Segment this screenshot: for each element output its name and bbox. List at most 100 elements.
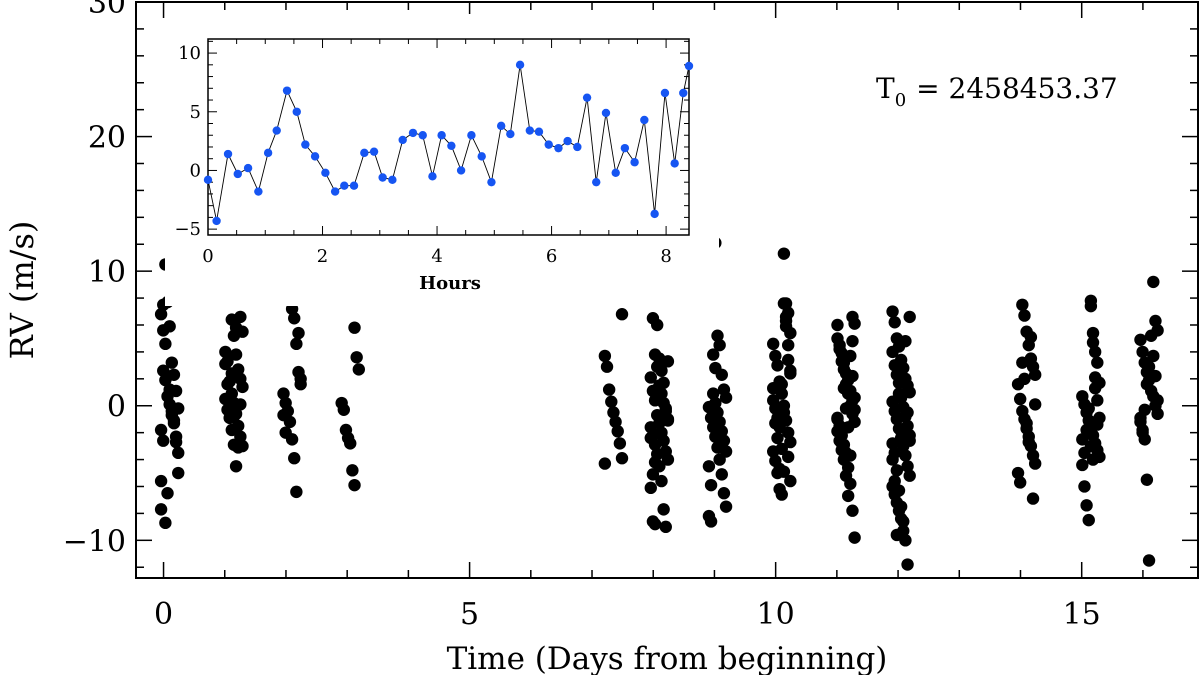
rv-point: [657, 434, 670, 447]
rv-point: [615, 452, 629, 465]
inset-rv-point: [467, 131, 476, 140]
inset-rv-point: [223, 149, 233, 159]
rv-point: [888, 359, 901, 372]
main-data-points: [154, 236, 1164, 571]
inset-rv-point: [601, 108, 611, 118]
inset-background: [165, 14, 719, 306]
rv-point: [769, 349, 782, 363]
inset-rv-point: [684, 61, 694, 71]
rv-point: [784, 474, 797, 488]
rv-point: [1016, 298, 1029, 312]
rv-point: [777, 406, 791, 419]
rv-point: [1147, 275, 1160, 289]
rv-point: [352, 363, 366, 376]
main-y-tick-label: 30: [88, 0, 126, 21]
inset-plot-frame: [207, 38, 690, 236]
rv-point: [1022, 435, 1035, 449]
rv-point: [846, 369, 859, 383]
rv-point: [600, 360, 614, 373]
rv-point: [1018, 309, 1031, 322]
rv-point: [1091, 394, 1104, 407]
rv-point: [651, 318, 664, 332]
inset-rv-point: [660, 88, 670, 98]
rv-point: [841, 421, 855, 434]
rv-point: [781, 353, 795, 367]
rv-point: [839, 469, 853, 482]
rv-point: [288, 312, 301, 325]
rv-point: [1144, 329, 1158, 342]
rv-point: [1028, 368, 1042, 381]
inset-x-axis-label: Hours: [419, 273, 481, 294]
main-y-tick-label: 20: [88, 121, 126, 156]
inset-rv-point: [640, 115, 649, 125]
rv-point: [715, 425, 728, 438]
rv-point: [777, 247, 791, 260]
rv-point: [1076, 458, 1089, 472]
rv-point: [848, 317, 861, 330]
rv-point: [657, 376, 670, 390]
inset-rv-point: [369, 147, 379, 156]
rv-point: [613, 437, 627, 450]
inset-y-tick-label: 10: [178, 43, 201, 64]
rv-point: [1011, 466, 1025, 480]
rv-point: [839, 402, 853, 415]
rv-point: [653, 411, 666, 425]
rv-point: [775, 488, 788, 501]
inset-rv-point: [611, 168, 620, 177]
rv-point: [890, 464, 904, 477]
inset-rv-point: [418, 131, 427, 140]
rv-point: [1018, 372, 1031, 386]
main-y-tick-label: 0: [107, 390, 126, 425]
rv-point: [277, 387, 290, 400]
rv-point: [719, 391, 733, 404]
rv-point: [294, 372, 307, 386]
rv-point: [611, 425, 624, 438]
rv-point: [1026, 492, 1040, 505]
t0-subscript: 0: [895, 90, 906, 111]
rv-point: [704, 478, 718, 492]
rv-point: [771, 359, 784, 372]
rv-point: [835, 437, 848, 450]
rv-point: [831, 412, 844, 426]
rv-point: [232, 419, 245, 433]
rv-point: [1091, 418, 1104, 431]
rv-point: [892, 484, 906, 497]
rv-point: [1084, 299, 1098, 313]
rv-point: [165, 356, 179, 369]
rv-point: [1147, 349, 1160, 363]
rv-point: [1020, 417, 1033, 430]
rv-point: [715, 468, 728, 481]
rv-point: [711, 329, 724, 342]
rv-point: [1086, 326, 1100, 340]
main-y-tick-label: 10: [88, 255, 126, 290]
rv-point: [767, 394, 780, 407]
inset-rv-point: [272, 126, 281, 135]
rv-point: [1151, 394, 1164, 407]
rv-point: [659, 402, 672, 415]
rv-point: [234, 398, 247, 411]
rv-point: [154, 308, 168, 321]
inset-rv-point: [563, 136, 572, 146]
inset-rv-point: [554, 143, 563, 153]
rv-point: [1028, 457, 1042, 470]
inset-rv-point: [263, 148, 273, 158]
rv-point: [717, 487, 731, 500]
rv-point: [1142, 554, 1156, 567]
inset-rv-point: [544, 140, 553, 149]
rv-point: [644, 431, 657, 445]
rv-point: [713, 338, 726, 352]
rv-point: [1091, 356, 1104, 369]
inset-rv-point: [321, 168, 330, 177]
inset-rv-point: [203, 175, 213, 185]
inset-rv-point: [506, 129, 515, 139]
rv-point: [154, 474, 168, 488]
inset-rv-point: [388, 175, 397, 185]
inset-y-tick-label: −5: [174, 219, 201, 240]
rv-point: [659, 520, 672, 534]
inset-axis-ticks: [207, 39, 689, 235]
rv-point: [172, 402, 185, 415]
rv-point: [661, 453, 675, 466]
rv-point: [644, 371, 657, 384]
rv-point: [1013, 392, 1027, 406]
t0-annotation: T0 = 2458453.37: [876, 72, 1118, 111]
